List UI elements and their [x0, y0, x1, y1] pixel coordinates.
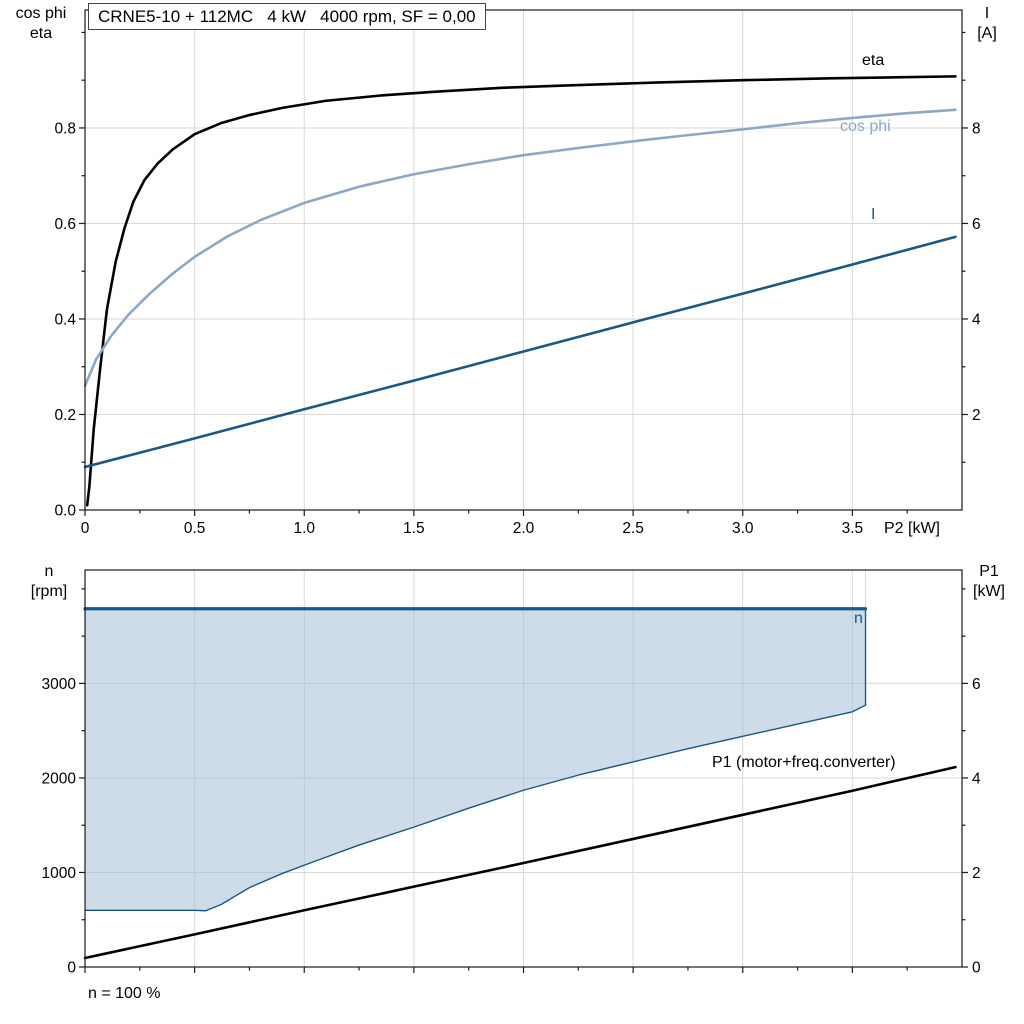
- tick-label: 2: [972, 865, 981, 882]
- right-axis-label-line2: [A]: [977, 25, 997, 42]
- tick-label: 3.0: [732, 520, 754, 537]
- tick-label: 1.0: [293, 520, 315, 537]
- cos-phi-curve-label: cos phi: [840, 118, 891, 135]
- speed-power-chart: 0 1000 2000 3000 0 2 4 6: [42, 569, 981, 977]
- chart-title: CRNE5-10 + 112MC 4 kW 4000 rpm, SF = 0,0…: [88, 3, 486, 31]
- tick-label: 4: [972, 311, 981, 328]
- speed-axis-label-line1: n: [44, 563, 54, 580]
- tick-label: 0.0: [54, 503, 76, 520]
- speed-duty-range-area: [85, 608, 866, 911]
- speed-curve-label: n: [854, 610, 863, 627]
- left-axis-label-line1: cos phi: [15, 5, 67, 22]
- speed-duty-range-border: [85, 608, 867, 912]
- p1-motor-freq-converter-curve: [83, 765, 957, 960]
- tick-label: 1000: [42, 865, 77, 882]
- tick-label: 6: [972, 676, 981, 693]
- left-axis-label-line2: eta: [29, 25, 53, 42]
- eta-curve-label: eta: [862, 52, 885, 69]
- current-curve-label: I: [871, 206, 876, 223]
- tick-label: 0.4: [54, 311, 76, 328]
- tick-label: 4: [972, 770, 981, 787]
- tick-label: 2000: [42, 770, 77, 787]
- right-axis-label-line1: I: [984, 5, 990, 22]
- tick-label: 3000: [42, 676, 77, 693]
- speed-axis-label-line2: [rpm]: [30, 583, 68, 600]
- tick-label: 0: [972, 960, 981, 977]
- tick-label: 2.5: [622, 520, 644, 537]
- tick-label: 0: [81, 520, 90, 537]
- i-curve: [83, 235, 957, 469]
- motor-curves-chart: 0 0.5 1.0 1.5 2.0 2.5 3.0 3.5 0.0 0.2 0.4 0.6 0.8 2 4 6…: [54, 9, 981, 537]
- tick-label: 0.5: [184, 520, 206, 537]
- tick-label: 2.0: [513, 520, 535, 537]
- tick-label: 3.5: [842, 520, 864, 537]
- top-right-axis-label: I [A]: [958, 4, 1016, 44]
- speed-footnote: n = 100 %: [88, 985, 161, 1002]
- tick-label: 6: [972, 216, 981, 233]
- eta-curve: [85, 75, 957, 507]
- bottom-left-axis-label: n [rpm]: [16, 562, 82, 602]
- tick-label: 0.6: [54, 216, 76, 233]
- tick-label: 0.2: [54, 407, 76, 424]
- cos-phi-curve: [83, 108, 957, 388]
- tick-label: 0: [67, 960, 76, 977]
- tick-label: 2: [972, 407, 981, 424]
- tick-label: 0.8: [54, 120, 76, 137]
- power-axis-label-line2: [kW]: [973, 583, 1005, 600]
- top-left-axis-label: cos phi eta: [2, 4, 80, 44]
- tick-label: 8: [972, 120, 981, 137]
- tick-label: 1.5: [403, 520, 425, 537]
- p1-curve-label: P1 (motor+freq.converter): [712, 754, 896, 771]
- tick-label: P2 [kW]: [884, 520, 940, 537]
- power-axis-label-line1: P1: [979, 563, 999, 580]
- bottom-right-axis-label: P1 [kW]: [958, 562, 1020, 602]
